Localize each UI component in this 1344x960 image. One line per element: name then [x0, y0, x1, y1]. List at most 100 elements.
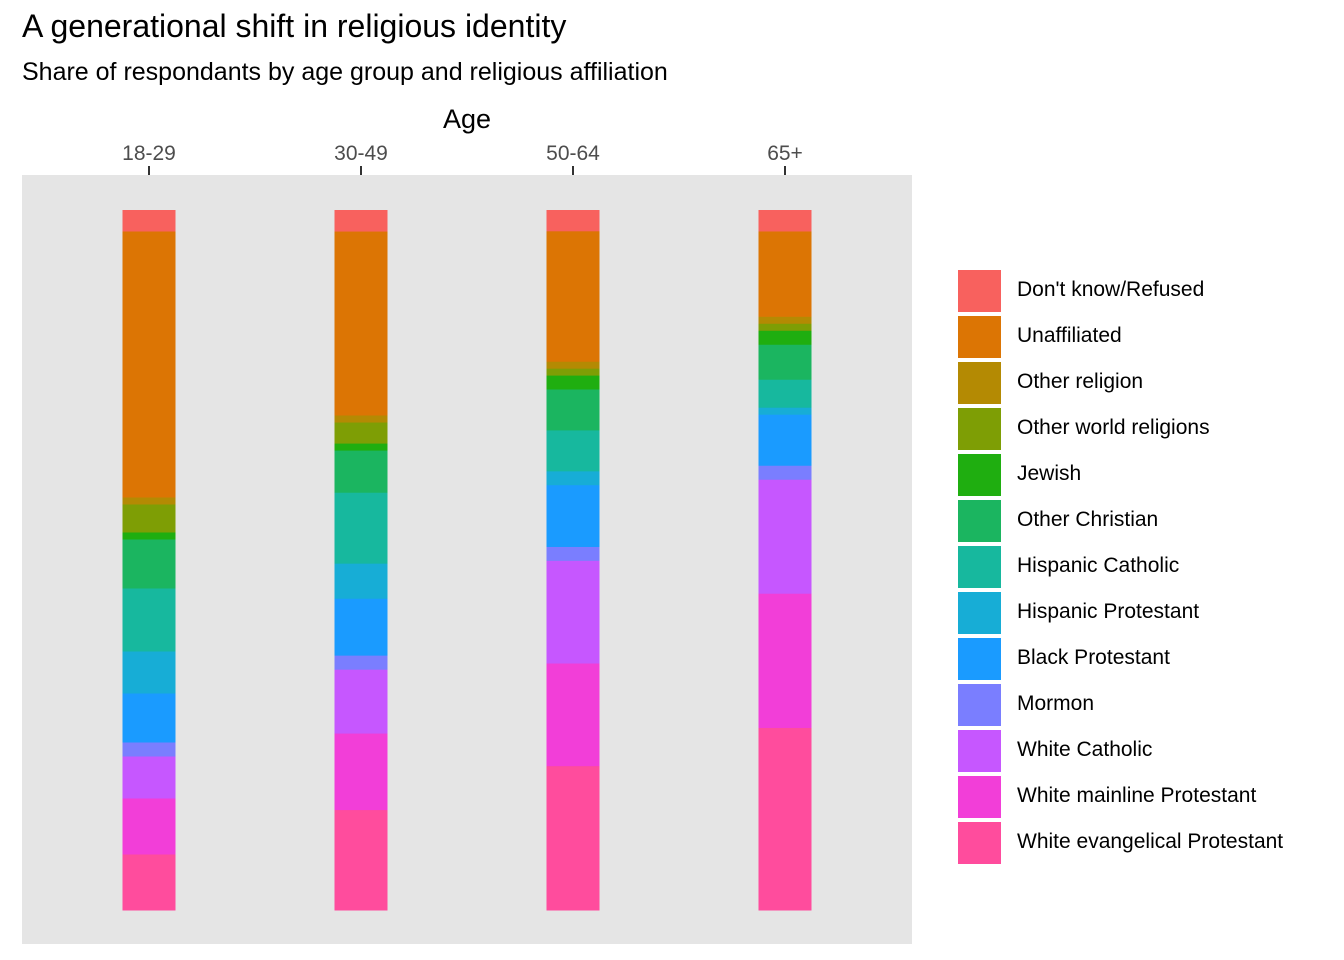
bar-segment [546, 663, 600, 767]
bar-segment [546, 368, 600, 376]
bar-segment [122, 693, 176, 743]
bar-segment [758, 465, 812, 480]
legend-label: Other Christian [1017, 508, 1159, 531]
x-tick [360, 166, 362, 175]
x-tick-label: 18-29 [122, 142, 176, 165]
bar-segment [546, 470, 600, 486]
legend-item: Hispanic Protestant [958, 590, 1338, 636]
legend-label: Mormon [1017, 692, 1095, 715]
legend-label: White evangelical Protestant [1017, 830, 1284, 853]
bar-segment [546, 230, 600, 362]
bar-segment [758, 316, 812, 324]
legend-label: Other religion [1017, 370, 1144, 393]
legend-label: Don't know/Refused [1017, 278, 1205, 301]
legend-label: Other world religions [1017, 416, 1210, 439]
bar-segment [546, 210, 600, 232]
x-tick [572, 166, 574, 175]
bar-segment [122, 539, 176, 589]
bar-segment [334, 450, 388, 493]
legend-item: Hispanic Catholic [958, 544, 1338, 590]
legend-key [958, 362, 1001, 404]
bar-segment [122, 756, 176, 799]
bar-segment [334, 231, 388, 416]
bar-segment [546, 560, 600, 664]
legend-label: Hispanic Protestant [1017, 600, 1200, 623]
bar-segment [334, 809, 388, 911]
legend-item: Jewish [958, 452, 1338, 498]
x-axis-title: Age [442, 104, 492, 134]
x-tick-label: 65+ [767, 142, 803, 165]
bar-segment [758, 323, 812, 331]
bar-segment [546, 361, 600, 369]
legend-key [958, 408, 1001, 450]
legend-key [958, 684, 1001, 726]
legend-label: White mainline Protestant [1017, 784, 1257, 807]
legend-item: White evangelical Protestant [958, 820, 1338, 866]
bar-segment [334, 443, 388, 451]
plot-panel [22, 175, 912, 944]
bar-segment [334, 598, 388, 656]
bar-segment [122, 504, 176, 533]
legend-label: Jewish [1017, 462, 1082, 485]
bar-segment [546, 546, 600, 561]
bar-segment [758, 210, 812, 232]
bar-segment [122, 651, 176, 694]
bar-segment [758, 379, 812, 408]
legend-label: Black Protestant [1017, 646, 1170, 669]
bar-segment [758, 330, 812, 345]
legend-label: White Catholic [1017, 738, 1153, 761]
legend-item: Don't know/Refused [958, 268, 1338, 314]
legend-label: Hispanic Catholic [1017, 554, 1180, 577]
legend-item: Mormon [958, 682, 1338, 728]
legend-key [958, 638, 1001, 680]
legend-key [958, 316, 1001, 358]
bars-svg [122, 210, 812, 911]
x-tick-label: 30-49 [334, 142, 388, 165]
legend-item: White mainline Protestant [958, 774, 1338, 820]
legend-item: Other world religions [958, 406, 1338, 452]
legend-key [958, 592, 1001, 634]
bar-segment [334, 669, 388, 734]
legend-key [958, 730, 1001, 772]
bar-segment [334, 563, 388, 599]
bar-segment [122, 798, 176, 855]
legend: Don't know/Refused Unaffiliated Other reli… [958, 268, 1338, 866]
bar-segment [122, 854, 176, 911]
bar-segment [334, 415, 388, 423]
legend-item: White Catholic [958, 728, 1338, 774]
bar-segment [334, 492, 388, 564]
x-tick-label: 50-64 [546, 142, 600, 165]
bar-segment [334, 422, 388, 444]
legend-key [958, 500, 1001, 542]
legend-key [958, 454, 1001, 496]
bar-segment [758, 344, 812, 380]
bar-segment [758, 407, 812, 415]
legend-key [958, 822, 1001, 864]
legend-key [958, 546, 1001, 588]
bar-segment [122, 532, 176, 540]
bar-segment [546, 388, 600, 431]
legend-item: Other Christian [958, 498, 1338, 544]
bar-segment [758, 230, 812, 317]
legend-label: Unaffiliated [1017, 324, 1122, 347]
bar-segment [122, 210, 176, 232]
chart-subtitle: Share of respondants by age group and re… [22, 58, 668, 86]
bar-segment [546, 375, 600, 390]
bar-segment [122, 497, 176, 505]
bar-segment [334, 210, 388, 232]
bar-segment [122, 588, 176, 652]
bar-segment [122, 742, 176, 757]
legend-key [958, 270, 1001, 312]
chart-title: A generational shift in religious identi… [22, 8, 567, 44]
bar-segment [758, 414, 812, 466]
bar-segment [758, 479, 812, 594]
legend-item: Other religion [958, 360, 1338, 406]
legend-item: Black Protestant [958, 636, 1338, 682]
bar-segment [758, 593, 812, 728]
bar-segment [546, 484, 600, 547]
legend-key [958, 776, 1001, 818]
bar-segment [546, 429, 600, 472]
bar-segment [122, 231, 176, 498]
bar-segment [546, 765, 600, 911]
bar-segment [758, 727, 812, 911]
